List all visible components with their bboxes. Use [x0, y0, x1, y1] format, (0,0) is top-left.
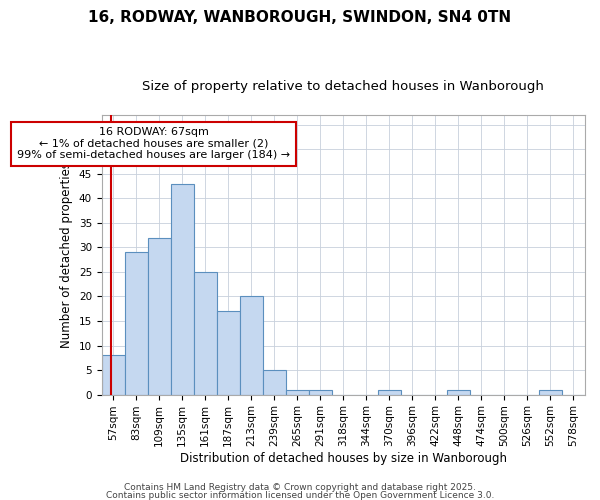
Text: Contains public sector information licensed under the Open Government Licence 3.: Contains public sector information licen… — [106, 490, 494, 500]
Bar — [102, 356, 125, 395]
Y-axis label: Number of detached properties: Number of detached properties — [60, 162, 73, 348]
Bar — [286, 390, 309, 394]
Text: 16, RODWAY, WANBOROUGH, SWINDON, SN4 0TN: 16, RODWAY, WANBOROUGH, SWINDON, SN4 0TN — [88, 10, 512, 25]
Text: Contains HM Land Registry data © Crown copyright and database right 2025.: Contains HM Land Registry data © Crown c… — [124, 484, 476, 492]
Bar — [539, 390, 562, 394]
Bar — [378, 390, 401, 394]
Bar — [125, 252, 148, 394]
Bar — [194, 272, 217, 394]
X-axis label: Distribution of detached houses by size in Wanborough: Distribution of detached houses by size … — [180, 452, 507, 465]
Title: Size of property relative to detached houses in Wanborough: Size of property relative to detached ho… — [142, 80, 544, 93]
Bar — [447, 390, 470, 394]
Bar — [263, 370, 286, 394]
Bar — [240, 296, 263, 394]
Bar — [309, 390, 332, 394]
Bar — [148, 238, 171, 394]
Bar — [217, 311, 240, 394]
Text: 16 RODWAY: 67sqm
← 1% of detached houses are smaller (2)
99% of semi-detached ho: 16 RODWAY: 67sqm ← 1% of detached houses… — [17, 128, 290, 160]
Bar — [171, 184, 194, 394]
